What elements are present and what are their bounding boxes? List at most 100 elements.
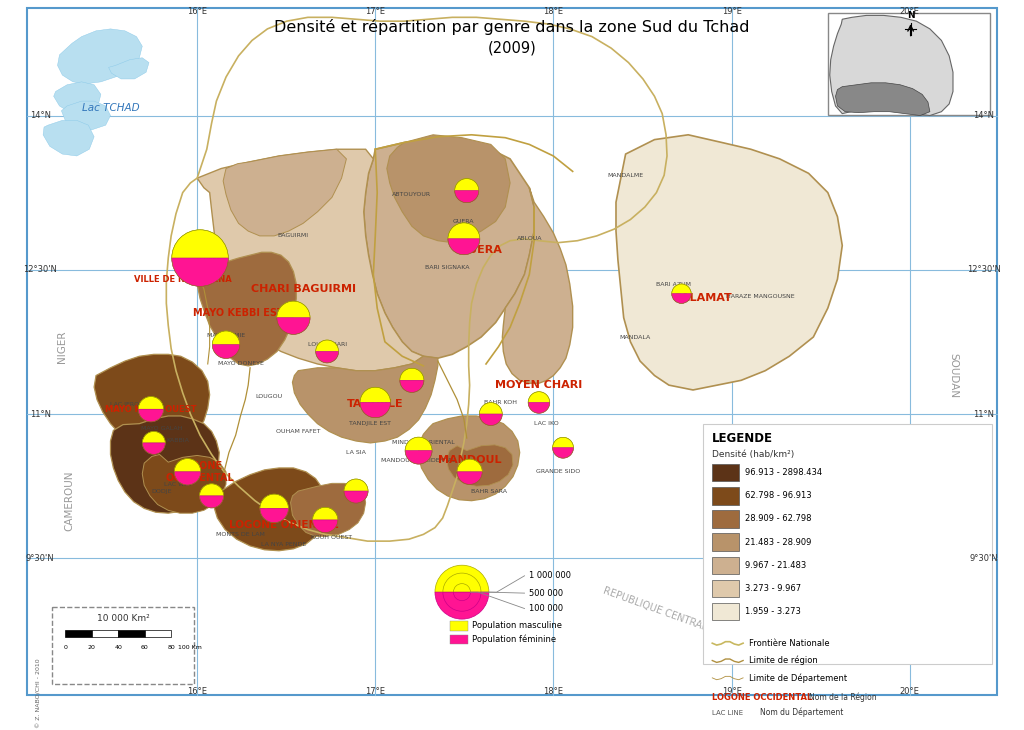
- Wedge shape: [442, 573, 481, 592]
- Wedge shape: [442, 592, 481, 611]
- Text: OUHAM FAFET: OUHAM FAFET: [276, 429, 321, 434]
- Wedge shape: [276, 301, 310, 318]
- Text: LAC WEY: LAC WEY: [164, 482, 191, 487]
- Text: 1 000 000: 1 000 000: [529, 572, 571, 580]
- Wedge shape: [672, 293, 691, 304]
- Text: 100 000: 100 000: [529, 604, 563, 613]
- Wedge shape: [142, 443, 165, 454]
- Text: 28.909 - 62.798: 28.909 - 62.798: [745, 515, 811, 523]
- Text: CHARI: CHARI: [200, 255, 219, 261]
- Wedge shape: [200, 496, 223, 508]
- Text: LAC IKO: LAC IKO: [535, 421, 559, 426]
- Bar: [52, 607, 195, 683]
- Text: Lac TCHAD: Lac TCHAD: [82, 103, 139, 112]
- Text: 1.959 - 3.273: 1.959 - 3.273: [745, 607, 801, 616]
- Text: 12°30'N: 12°30'N: [24, 265, 57, 274]
- Wedge shape: [528, 402, 550, 413]
- Text: LOGONE OCCIDENTAL: LOGONE OCCIDENTAL: [713, 693, 812, 702]
- Wedge shape: [174, 472, 201, 485]
- Bar: [713, 580, 739, 597]
- Wedge shape: [360, 387, 390, 402]
- Wedge shape: [479, 414, 502, 426]
- Wedge shape: [172, 258, 228, 286]
- Text: 100 Km: 100 Km: [178, 645, 203, 650]
- Text: 20: 20: [88, 645, 95, 650]
- Wedge shape: [344, 491, 368, 503]
- Text: 3.273 - 9.967: 3.273 - 9.967: [745, 584, 801, 593]
- Text: Population masculine: Population masculine: [472, 621, 561, 631]
- Text: TANDJILE EST: TANDJILE EST: [349, 421, 391, 426]
- Text: BAGUIRMI: BAGUIRMI: [278, 234, 309, 239]
- Polygon shape: [198, 149, 423, 371]
- Text: 18°E: 18°E: [544, 7, 563, 16]
- Text: BARI AZUM: BARI AZUM: [656, 282, 691, 287]
- Text: 9°30'N: 9°30'N: [26, 554, 54, 563]
- Text: KABBIA: KABBIA: [167, 439, 189, 444]
- Bar: [451, 634, 468, 644]
- Bar: [451, 621, 468, 631]
- Text: SALAMAT: SALAMAT: [673, 293, 732, 304]
- Bar: [713, 487, 739, 504]
- Wedge shape: [142, 431, 165, 443]
- Wedge shape: [457, 459, 482, 472]
- Wedge shape: [454, 583, 470, 592]
- Polygon shape: [503, 188, 572, 383]
- Text: LEGENDE: LEGENDE: [713, 431, 773, 445]
- Text: 19°E: 19°E: [722, 687, 741, 696]
- Text: Nom de la Région: Nom de la Région: [809, 692, 877, 702]
- Text: 62.798 - 96.913: 62.798 - 96.913: [745, 491, 812, 500]
- Bar: [713, 510, 739, 528]
- Text: MANDALA: MANDALA: [620, 334, 651, 339]
- Text: MAYO GALAH: MAYO GALAH: [141, 426, 182, 431]
- Wedge shape: [312, 520, 338, 533]
- Text: MOYEN CHARI: MOYEN CHARI: [496, 380, 583, 390]
- Wedge shape: [138, 410, 164, 422]
- Text: 500 000: 500 000: [529, 588, 563, 598]
- Polygon shape: [293, 356, 438, 443]
- Wedge shape: [447, 223, 480, 239]
- Bar: [92, 630, 118, 637]
- Text: CAMEROUN: CAMEROUN: [65, 470, 74, 531]
- Wedge shape: [528, 392, 550, 402]
- Wedge shape: [138, 396, 164, 410]
- Text: 80: 80: [167, 645, 175, 650]
- Text: Population féminine: Population féminine: [472, 634, 556, 644]
- Text: 17°E: 17°E: [366, 7, 385, 16]
- Text: 20°E: 20°E: [900, 7, 920, 16]
- Bar: [118, 630, 144, 637]
- Text: REPUBLIQUE CENTRAFRICAINE: REPUBLIQUE CENTRAFRICAINE: [602, 586, 745, 647]
- Wedge shape: [260, 508, 289, 523]
- Bar: [713, 464, 739, 481]
- Text: (2009): (2009): [487, 41, 537, 55]
- Polygon shape: [111, 416, 219, 513]
- Text: Limite de région: Limite de région: [749, 656, 817, 665]
- Wedge shape: [435, 592, 488, 619]
- Text: N: N: [907, 11, 914, 20]
- Bar: [827, 13, 989, 115]
- Text: 16°E: 16°E: [187, 7, 207, 16]
- Text: GRANDE SIDO: GRANDE SIDO: [537, 469, 581, 474]
- Wedge shape: [172, 230, 228, 258]
- Text: MINDOUL ORIENTAL: MINDOUL ORIENTAL: [392, 440, 455, 445]
- Wedge shape: [406, 437, 432, 450]
- Wedge shape: [457, 472, 482, 485]
- Wedge shape: [360, 402, 390, 418]
- Text: LOGONE ORIENTAL: LOGONE ORIENTAL: [229, 520, 339, 530]
- Text: 40: 40: [115, 645, 122, 650]
- Text: MAYO LEMIE: MAYO LEMIE: [207, 333, 245, 337]
- Text: BAHR SARA: BAHR SARA: [471, 488, 507, 493]
- Polygon shape: [419, 416, 520, 501]
- Text: 17°E: 17°E: [366, 687, 385, 696]
- Wedge shape: [212, 345, 240, 358]
- Text: LOUG CHARI: LOUG CHARI: [307, 342, 347, 347]
- Wedge shape: [260, 494, 289, 508]
- Wedge shape: [344, 479, 368, 491]
- Text: Nom du Département: Nom du Département: [761, 708, 844, 718]
- Text: NDJAMENA: NDJAMENA: [183, 269, 217, 274]
- Polygon shape: [291, 483, 366, 537]
- Bar: [713, 603, 739, 620]
- Text: LA SIA: LA SIA: [346, 450, 366, 455]
- Wedge shape: [479, 402, 502, 414]
- Text: HARAZE MANGOUSNE: HARAZE MANGOUSNE: [726, 294, 795, 299]
- Polygon shape: [387, 135, 510, 242]
